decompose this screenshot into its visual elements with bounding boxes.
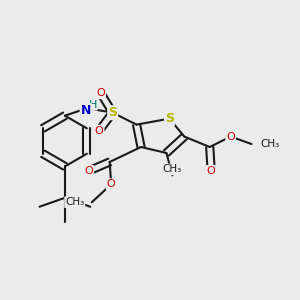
- Text: CH₃: CH₃: [65, 197, 84, 207]
- Text: H: H: [88, 100, 97, 110]
- Text: N: N: [81, 104, 91, 117]
- Text: O: O: [226, 132, 235, 142]
- Text: O: O: [96, 88, 105, 98]
- Text: CH₃: CH₃: [260, 139, 280, 149]
- Text: O: O: [84, 166, 93, 176]
- Text: O: O: [207, 166, 216, 176]
- Text: CH₃: CH₃: [163, 164, 182, 174]
- Text: S: S: [165, 112, 174, 125]
- Text: S: S: [108, 106, 117, 119]
- Text: O: O: [107, 179, 116, 189]
- Text: O: O: [95, 126, 103, 136]
